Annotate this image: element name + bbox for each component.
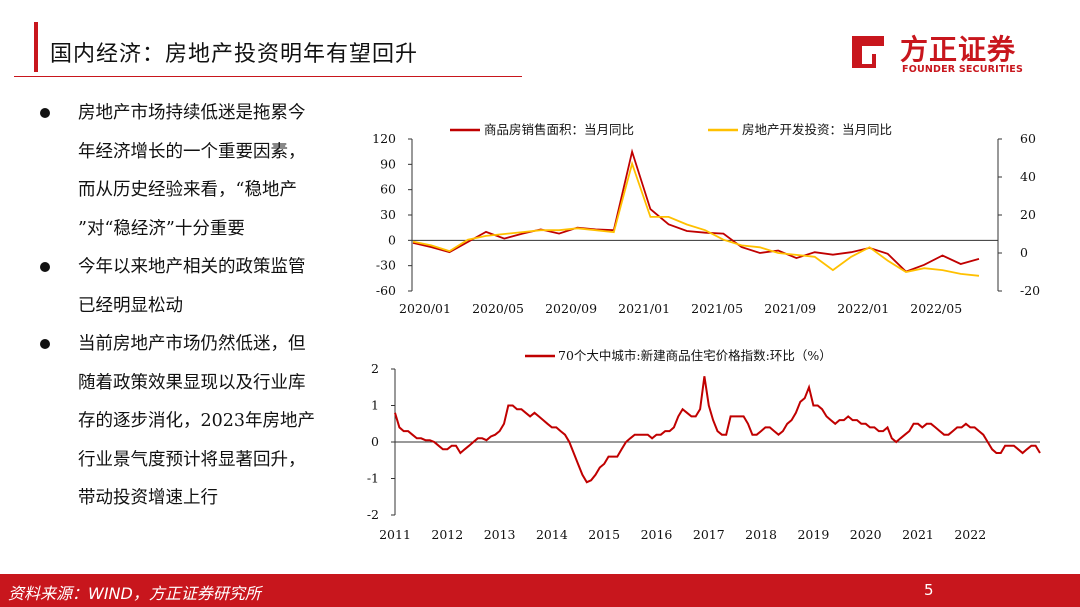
title-accent-bar: [34, 22, 38, 72]
x-tick-label: 2016: [641, 527, 673, 542]
bullet-line: 年经济增长的一个重要因素，: [78, 141, 306, 162]
y-tick-label: 60: [380, 182, 396, 197]
y2-tick-label: 20: [1020, 207, 1036, 222]
bullet-line: 当前房地产市场仍然低迷，但: [78, 334, 306, 354]
logo-name-en: FOUNDER SECURITIES: [902, 64, 1024, 75]
y2-tick-label: -20: [1020, 283, 1040, 298]
y-tick-label: 2: [371, 361, 379, 376]
y-tick-label: 120: [372, 131, 396, 146]
bullet-line: 带动投资增速上行: [78, 488, 218, 508]
bullet-line: 随着政策效果显现以及行业库: [78, 372, 306, 393]
x-tick-label: 2013: [484, 527, 516, 542]
legend-label: 商品房销售面积：当月同比: [484, 122, 634, 137]
bullet-line: ”对“稳经济”十分重要: [78, 218, 245, 239]
x-tick-label: 2022/05: [910, 301, 962, 316]
y-tick-label: -1: [367, 471, 379, 486]
page-number: 5: [924, 581, 934, 599]
x-tick-label: 2012: [431, 527, 463, 542]
sales-investment-chart: 120 90 60 30 0 -30 -60 60 40 20 0 -20 2020/01 2020/05…: [372, 122, 1040, 316]
y-tick-label: 90: [380, 156, 396, 171]
series-line-0: [394, 376, 1041, 484]
bullet-list: 房地产市场持续低迷是拖累今 年经济增长的一个重要因素， 而从历史经验来看，“稳地…: [38, 94, 368, 518]
y-tick-label: 0: [371, 434, 379, 449]
y-tick-label: 1: [371, 398, 379, 413]
legend-label: 70个大中城市:新建商品住宅价格指数:环比（%）: [558, 348, 832, 363]
x-tick-label: 2020: [850, 527, 882, 542]
bullet-dot-icon: [40, 339, 50, 349]
legend-label: 房地产开发投资：当月同比: [742, 122, 892, 137]
founder-logo-icon: [852, 36, 884, 68]
bullet-line: 行业景气度预计将显著回升，: [78, 449, 306, 470]
bullet-item: 房地产市场持续低迷是拖累今 年经济增长的一个重要因素， 而从历史经验来看，“稳地…: [38, 94, 368, 248]
y-tick-label: -2: [367, 507, 379, 522]
x-tick-label: 2021/05: [691, 301, 743, 316]
title-underline: [14, 76, 522, 77]
x-tick-label: 2018: [745, 527, 777, 542]
bullet-line: 房地产市场持续低迷是拖累今: [78, 103, 306, 123]
bullet-dot-icon: [40, 262, 50, 272]
brand-logo: 方正证券 FOUNDER SECURITIES: [848, 30, 1038, 78]
x-tick-label: 2020/05: [472, 301, 524, 316]
y2-tick-label: 40: [1020, 169, 1036, 184]
page-title: 国内经济：房地产投资明年有望回升: [50, 42, 419, 67]
x-tick-label: 2021/09: [764, 301, 816, 316]
y-tick-label: 30: [380, 207, 396, 222]
x-tick-label: 2022/01: [837, 301, 889, 316]
footer-bar: 资料来源：WIND，方正证券研究所 5: [0, 574, 1080, 607]
y-tick-label: 0: [388, 232, 396, 247]
source-note: 资料来源：WIND，方正证券研究所: [8, 584, 261, 603]
bullet-dot-icon: [40, 108, 50, 118]
x-tick-label: 2020/01: [399, 301, 451, 316]
x-tick-label: 2020/09: [545, 301, 597, 316]
x-tick-label: 2014: [536, 527, 568, 542]
y2-tick-label: 60: [1020, 131, 1036, 146]
y2-tick-label: 0: [1020, 245, 1028, 260]
x-tick-label: 2011: [379, 527, 411, 542]
x-tick-label: 2019: [797, 527, 829, 542]
bullet-line: 已经明显松动: [78, 295, 183, 316]
bullet-line: 存的逐步消化，2023年房地产: [78, 411, 316, 431]
x-tick-label: 2021: [902, 527, 934, 542]
y-tick-label: -60: [376, 283, 396, 298]
x-tick-label: 2015: [588, 527, 620, 542]
bullet-line: 今年以来地产相关的政策监管: [78, 257, 306, 277]
x-tick-label: 2022: [954, 527, 986, 542]
bullet-line: 而从历史经验来看，“稳地产: [78, 180, 297, 200]
series-line-1: [412, 160, 980, 277]
bullet-item: 今年以来地产相关的政策监管 已经明显松动: [38, 248, 368, 325]
x-tick-label: 2017: [693, 527, 725, 542]
y-tick-label: -30: [376, 258, 396, 273]
x-tick-label: 2021/01: [618, 301, 670, 316]
logo-name-cn: 方正证券: [900, 33, 1017, 66]
bullet-item: 当前房地产市场仍然低迷，但 随着政策效果显现以及行业库 存的逐步消化，2023年…: [38, 325, 368, 518]
series-line-0: [412, 148, 980, 273]
